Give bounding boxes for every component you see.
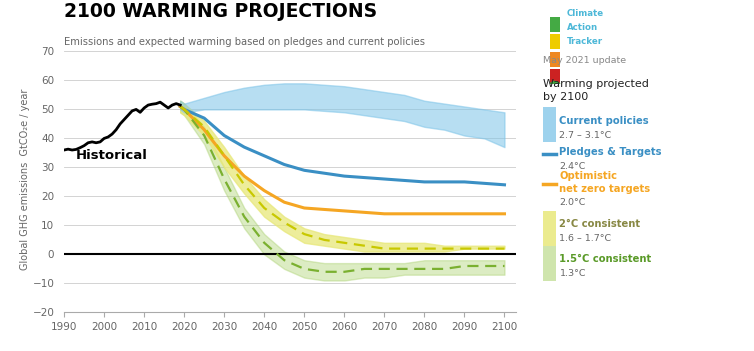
Circle shape bbox=[548, 81, 562, 95]
Text: Current policies: Current policies bbox=[559, 116, 649, 126]
Text: net zero targets: net zero targets bbox=[559, 184, 651, 193]
Y-axis label: Global GHG emissions  GtCO₂e / year: Global GHG emissions GtCO₂e / year bbox=[20, 88, 29, 270]
Text: 2.4°C: 2.4°C bbox=[559, 162, 586, 171]
Text: 1.3°C: 1.3°C bbox=[559, 269, 586, 278]
Text: Pledges & Targets: Pledges & Targets bbox=[559, 147, 662, 157]
Bar bbox=[550, 34, 560, 49]
Text: Warming projected
by 2100: Warming projected by 2100 bbox=[543, 79, 648, 102]
Bar bbox=[550, 16, 560, 32]
Text: May 2021 update: May 2021 update bbox=[543, 56, 626, 65]
Text: Historical: Historical bbox=[76, 149, 148, 162]
Text: Climate: Climate bbox=[567, 9, 604, 18]
Bar bbox=[550, 52, 560, 67]
Text: 2°C consistent: 2°C consistent bbox=[559, 219, 641, 229]
Text: Optimistic: Optimistic bbox=[559, 171, 618, 181]
Text: 1.6 – 1.7°C: 1.6 – 1.7°C bbox=[559, 234, 611, 243]
Text: Tracker: Tracker bbox=[567, 37, 603, 46]
Text: 1.5°C consistent: 1.5°C consistent bbox=[559, 254, 651, 264]
Bar bbox=[550, 69, 560, 84]
Text: Emissions and expected warming based on pledges and current policies: Emissions and expected warming based on … bbox=[64, 37, 425, 47]
Text: 2.7 – 3.1°C: 2.7 – 3.1°C bbox=[559, 131, 611, 140]
Text: Action: Action bbox=[567, 23, 598, 32]
Text: 2.0°C: 2.0°C bbox=[559, 198, 586, 207]
Text: 2100 WARMING PROJECTIONS: 2100 WARMING PROJECTIONS bbox=[64, 2, 377, 21]
